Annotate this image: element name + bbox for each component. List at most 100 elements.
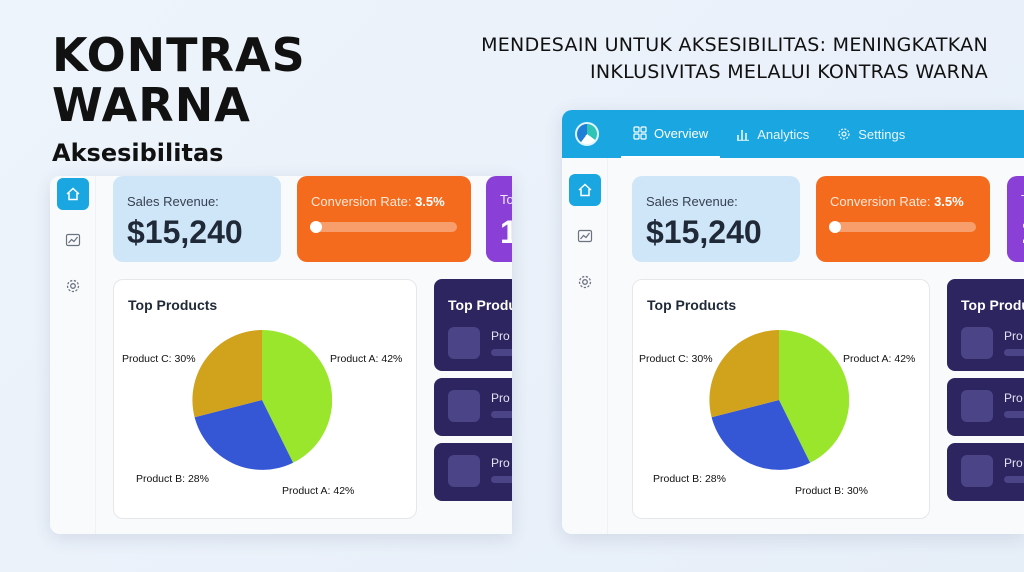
sidebar-item-home[interactable] (56, 178, 89, 210)
top-products-list: Top Produ Pro Pro Pro (434, 279, 512, 501)
sidebar-item-trend[interactable] (569, 220, 601, 252)
hero-title-line2: WARNA (52, 78, 251, 132)
gear-icon (838, 128, 850, 140)
pie-chart (192, 330, 332, 470)
product-name: Pro (491, 456, 510, 470)
third-stat-value: 1 (500, 214, 512, 250)
product-bar (1004, 476, 1024, 483)
tab-settings-label: Settings (858, 126, 906, 142)
conversion-progress (829, 221, 976, 233)
sidebar-item-settings[interactable] (569, 266, 601, 298)
product-name: Pro (1004, 391, 1023, 405)
bar-chart-icon (737, 130, 750, 141)
gear-icon (578, 275, 591, 289)
headline-line2: INKLUSIVITAS MELALUI KONTRAS WARNA (589, 61, 988, 83)
list-item[interactable]: Pro (434, 378, 512, 436)
product-bar (1004, 349, 1024, 356)
product-name: Pro (1004, 329, 1023, 343)
hero-title-line1: KONTRAS (52, 28, 306, 82)
pie-slice-product-a[interactable] (779, 330, 849, 463)
pie-slice-product-c[interactable] (192, 330, 262, 418)
pie-slice-product-b[interactable] (711, 400, 811, 470)
app-logo[interactable] (575, 122, 599, 146)
tab-analytics-label: Analytics (757, 126, 810, 142)
pie-label-product-b: Product B: 28% (653, 473, 726, 485)
third-stat-label: To (500, 192, 512, 207)
sidebar-item-settings[interactable] (57, 270, 89, 302)
pie-title: Top Products (128, 297, 218, 313)
sales-label: Sales Revenue: (646, 194, 738, 209)
list-header: Top Produ Pro (434, 279, 512, 371)
tab-overview-label: Overview (654, 125, 709, 141)
sidebar-left (50, 176, 96, 534)
sidebar-right (562, 158, 608, 534)
headline: MENDESAIN UNTUK AKSESIBILITAS: MENINGKAT… (368, 32, 988, 86)
tab-settings[interactable]: Settings (825, 110, 917, 158)
trend-icon (577, 229, 592, 243)
dashboard-left: Sales Revenue: $15,240 Conversion Rate: … (50, 176, 512, 534)
product-name: Pro (491, 329, 510, 343)
pie-slice-product-a[interactable] (262, 330, 332, 463)
list-item[interactable]: Pro (947, 378, 1024, 436)
pie-slice-product-b[interactable] (194, 400, 294, 470)
product-bar (491, 411, 512, 418)
third-stat-card[interactable]: To 1 (1007, 176, 1024, 262)
sales-card[interactable]: Sales Revenue: $15,240 (632, 176, 800, 262)
list-title: Top Produ (961, 297, 1024, 313)
gear-icon (66, 279, 79, 293)
product-bar (491, 349, 512, 356)
grid-icon (633, 126, 647, 140)
conversion-progress (310, 221, 457, 233)
product-thumb (448, 455, 480, 487)
product-name: Pro (491, 391, 510, 405)
top-products-card: Top Products Product A: 42% Product B: 2… (632, 279, 930, 519)
pie-label-product-c: Product C: 30% (639, 353, 713, 365)
home-icon (577, 183, 592, 197)
pie-label-product-a: Product A: 42% (843, 353, 916, 365)
sales-label: Sales Revenue: (127, 194, 219, 209)
headline-line1: MENDESAIN UNTUK AKSESIBILITAS: MENINGKAT… (481, 34, 988, 56)
sales-value: $15,240 (127, 214, 243, 250)
hero-title: KONTRAS WARNA (52, 30, 306, 130)
product-bar (491, 476, 512, 483)
list-item[interactable]: Pro (434, 443, 512, 501)
sidebar-item-home[interactable] (568, 174, 601, 206)
pie-title: Top Products (647, 297, 737, 313)
dashboard-right: Overview Analytics Settings Sales Revenu… (562, 110, 1024, 534)
product-thumb (961, 390, 993, 422)
product-thumb (961, 455, 993, 487)
third-stat-card[interactable]: To 1 (486, 176, 512, 262)
conversion-card[interactable]: Conversion Rate: 3.5% (297, 176, 471, 262)
top-products-card: Top Products Product A: 42% Product B: 2… (113, 279, 417, 519)
home-icon (65, 187, 80, 201)
trend-icon (65, 233, 80, 247)
product-thumb (448, 327, 480, 359)
pie-label-product-a: Product A: 42% (330, 353, 403, 365)
tab-analytics[interactable]: Analytics (724, 110, 821, 158)
product-bar (1004, 411, 1024, 418)
tab-overview[interactable]: Overview (621, 110, 721, 158)
pie-slice-product-c[interactable] (709, 330, 779, 418)
hero-subtitle: Aksesibilitas (52, 139, 224, 167)
pie-label-bottom: Product A: 42% (282, 485, 355, 497)
pie-label-product-b: Product B: 28% (136, 473, 209, 485)
third-stat-label: To (1021, 192, 1024, 207)
third-stat-value: 1 (1021, 214, 1024, 251)
pie-chart (709, 330, 849, 470)
conversion-label: Conversion Rate: 3.5% (830, 194, 964, 209)
list-item[interactable]: Pro (947, 443, 1024, 501)
product-thumb (448, 390, 480, 422)
pie-label-bottom: Product B: 30% (795, 485, 868, 497)
progress-knob (310, 221, 323, 233)
list-title: Top Produ (448, 297, 512, 313)
conversion-card[interactable]: Conversion Rate: 3.5% (816, 176, 990, 262)
top-nav-bar: Overview Analytics Settings (562, 110, 1024, 158)
sales-card[interactable]: Sales Revenue: $15,240 (113, 176, 281, 262)
product-name: Pro (1004, 456, 1023, 470)
product-thumb (961, 327, 993, 359)
list-header: Top Produ Pro (947, 279, 1024, 371)
pie-label-product-c: Product C: 30% (122, 353, 196, 365)
progress-knob (829, 221, 842, 233)
sidebar-item-trend[interactable] (57, 224, 89, 256)
sales-value: $15,240 (646, 214, 762, 250)
